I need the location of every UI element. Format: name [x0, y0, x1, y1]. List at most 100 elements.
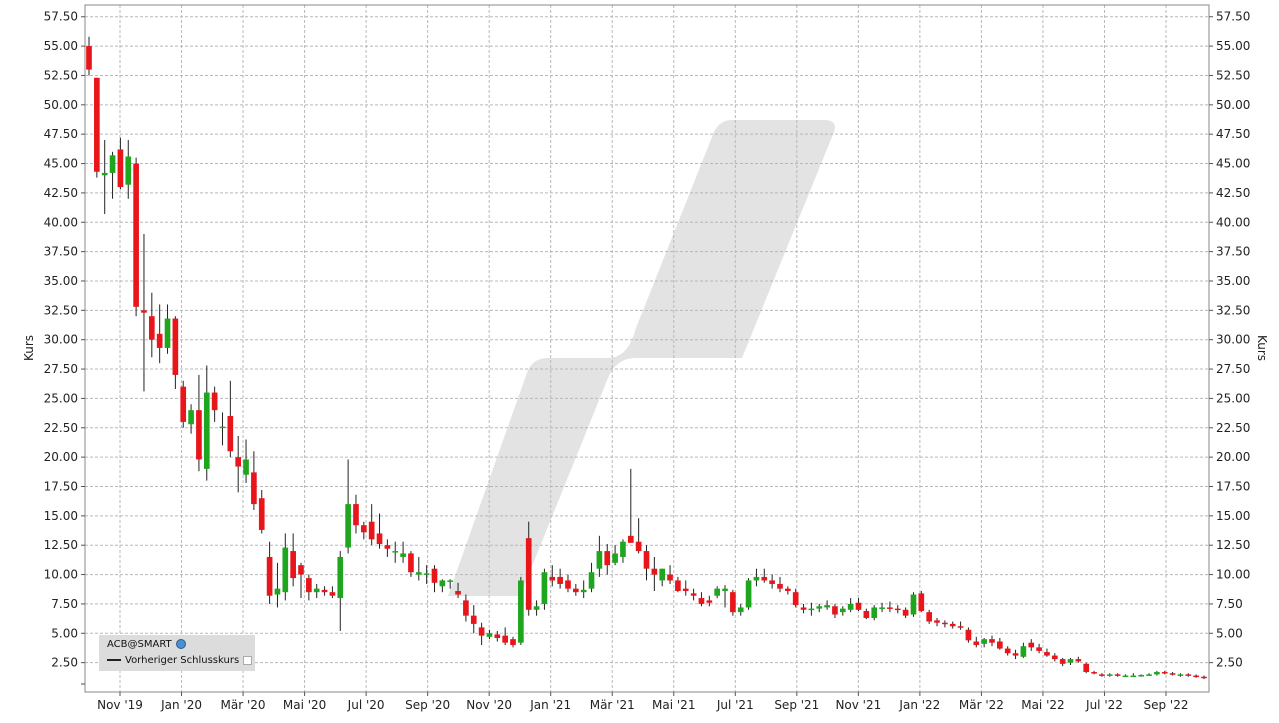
candle[interactable]	[690, 588, 697, 601]
candle[interactable]	[298, 562, 304, 599]
candle[interactable]	[274, 562, 281, 608]
candle[interactable]	[203, 365, 210, 481]
candle[interactable]	[612, 545, 618, 566]
candle[interactable]	[902, 607, 909, 619]
candle[interactable]	[620, 539, 626, 563]
candle[interactable]	[1138, 674, 1145, 677]
candle[interactable]	[847, 598, 854, 613]
candle[interactable]	[730, 589, 736, 616]
candle[interactable]	[321, 586, 328, 596]
candle[interactable]	[368, 504, 375, 546]
candle[interactable]	[392, 541, 399, 563]
candle[interactable]	[345, 459, 351, 554]
candle[interactable]	[1036, 643, 1042, 654]
candle[interactable]	[792, 588, 799, 608]
candle[interactable]	[258, 490, 265, 534]
candle[interactable]	[408, 551, 414, 577]
candle[interactable]	[659, 568, 666, 587]
candle[interactable]	[423, 565, 430, 584]
candle[interactable]	[455, 582, 461, 599]
candle[interactable]	[470, 605, 477, 634]
candle[interactable]	[863, 608, 870, 620]
candle[interactable]	[447, 579, 454, 589]
candle[interactable]	[635, 518, 642, 554]
candle[interactable]	[957, 621, 964, 630]
candle[interactable]	[494, 630, 501, 642]
candle[interactable]	[243, 439, 249, 483]
candle[interactable]	[573, 583, 579, 596]
candle[interactable]	[1012, 649, 1019, 660]
candle[interactable]	[86, 36, 92, 76]
candle[interactable]	[353, 494, 359, 534]
candle[interactable]	[1114, 673, 1121, 677]
candle[interactable]	[1169, 672, 1176, 676]
candle[interactable]	[133, 157, 139, 317]
candle[interactable]	[824, 600, 830, 610]
candle[interactable]	[627, 468, 634, 543]
candle[interactable]	[698, 592, 705, 607]
candle[interactable]	[675, 576, 681, 593]
candle[interactable]	[117, 137, 124, 190]
candle[interactable]	[949, 621, 956, 629]
legend-reference-row[interactable]: Vorheriger Schlusskurs	[107, 655, 253, 666]
candle[interactable]	[337, 551, 344, 631]
candle[interactable]	[1185, 673, 1192, 677]
candle[interactable]	[172, 316, 179, 390]
candle[interactable]	[188, 404, 194, 434]
candle[interactable]	[510, 636, 516, 648]
candle[interactable]	[604, 544, 611, 575]
candle[interactable]	[533, 600, 540, 616]
candle[interactable]	[196, 374, 202, 472]
candle[interactable]	[101, 140, 108, 215]
candle[interactable]	[266, 541, 273, 604]
candle[interactable]	[832, 603, 838, 619]
candle[interactable]	[855, 598, 862, 611]
globe-icon[interactable]	[175, 639, 186, 649]
candle[interactable]	[306, 574, 312, 601]
candle[interactable]	[596, 535, 603, 577]
candle[interactable]	[125, 140, 132, 199]
candle[interactable]	[1059, 657, 1066, 667]
candle[interactable]	[1067, 657, 1074, 665]
legend-symbol-row[interactable]: ACB@SMART	[107, 639, 186, 650]
candle[interactable]	[722, 585, 728, 608]
candle[interactable]	[714, 586, 720, 599]
candle[interactable]	[910, 592, 917, 617]
candle[interactable]	[463, 594, 469, 622]
candle[interactable]	[219, 412, 226, 446]
candle[interactable]	[800, 603, 807, 614]
candle[interactable]	[486, 629, 493, 640]
candle[interactable]	[518, 576, 524, 646]
candle[interactable]	[989, 635, 995, 647]
candle[interactable]	[737, 603, 744, 616]
candle[interactable]	[981, 637, 987, 648]
candle[interactable]	[1004, 646, 1011, 656]
candle[interactable]	[1044, 648, 1050, 657]
candle[interactable]	[1122, 674, 1129, 678]
candle[interactable]	[894, 605, 901, 614]
candle[interactable]	[965, 627, 972, 643]
candle[interactable]	[557, 568, 563, 589]
candle[interactable]	[109, 151, 116, 199]
candle[interactable]	[94, 77, 100, 178]
candle[interactable]	[918, 591, 925, 613]
candle[interactable]	[400, 541, 406, 563]
candle[interactable]	[525, 521, 532, 616]
candle[interactable]	[777, 576, 783, 593]
candle[interactable]	[164, 304, 171, 354]
candle[interactable]	[1020, 642, 1027, 658]
candle[interactable]	[1028, 639, 1035, 651]
candle[interactable]	[376, 513, 383, 549]
candle[interactable]	[478, 622, 485, 646]
candle[interactable]	[180, 380, 187, 428]
candle[interactable]	[565, 574, 571, 593]
candle[interactable]	[1177, 673, 1184, 677]
candle[interactable]	[942, 620, 948, 628]
candle[interactable]	[745, 578, 752, 610]
candle[interactable]	[1154, 670, 1160, 676]
candle[interactable]	[1091, 670, 1097, 675]
candle[interactable]	[808, 602, 815, 616]
candle[interactable]	[415, 556, 422, 581]
candle[interactable]	[148, 292, 155, 358]
candle[interactable]	[682, 580, 689, 596]
